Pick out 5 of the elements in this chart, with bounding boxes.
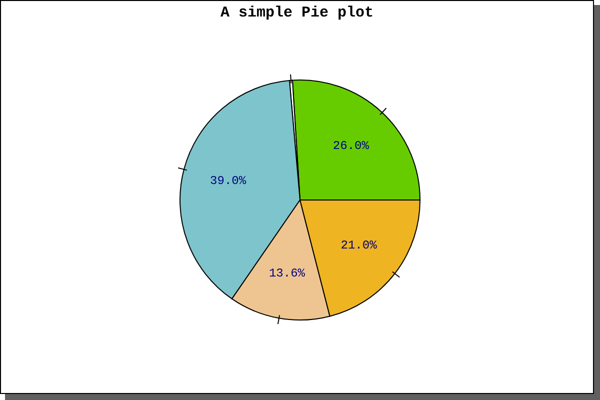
data-label: 39.0% [210,174,247,188]
chart-title: A simple Pie plot [220,4,374,22]
data-label: 26.0% [332,138,370,153]
data-label: 21.0% [340,238,378,253]
data-label: 13.6% [268,266,306,280]
